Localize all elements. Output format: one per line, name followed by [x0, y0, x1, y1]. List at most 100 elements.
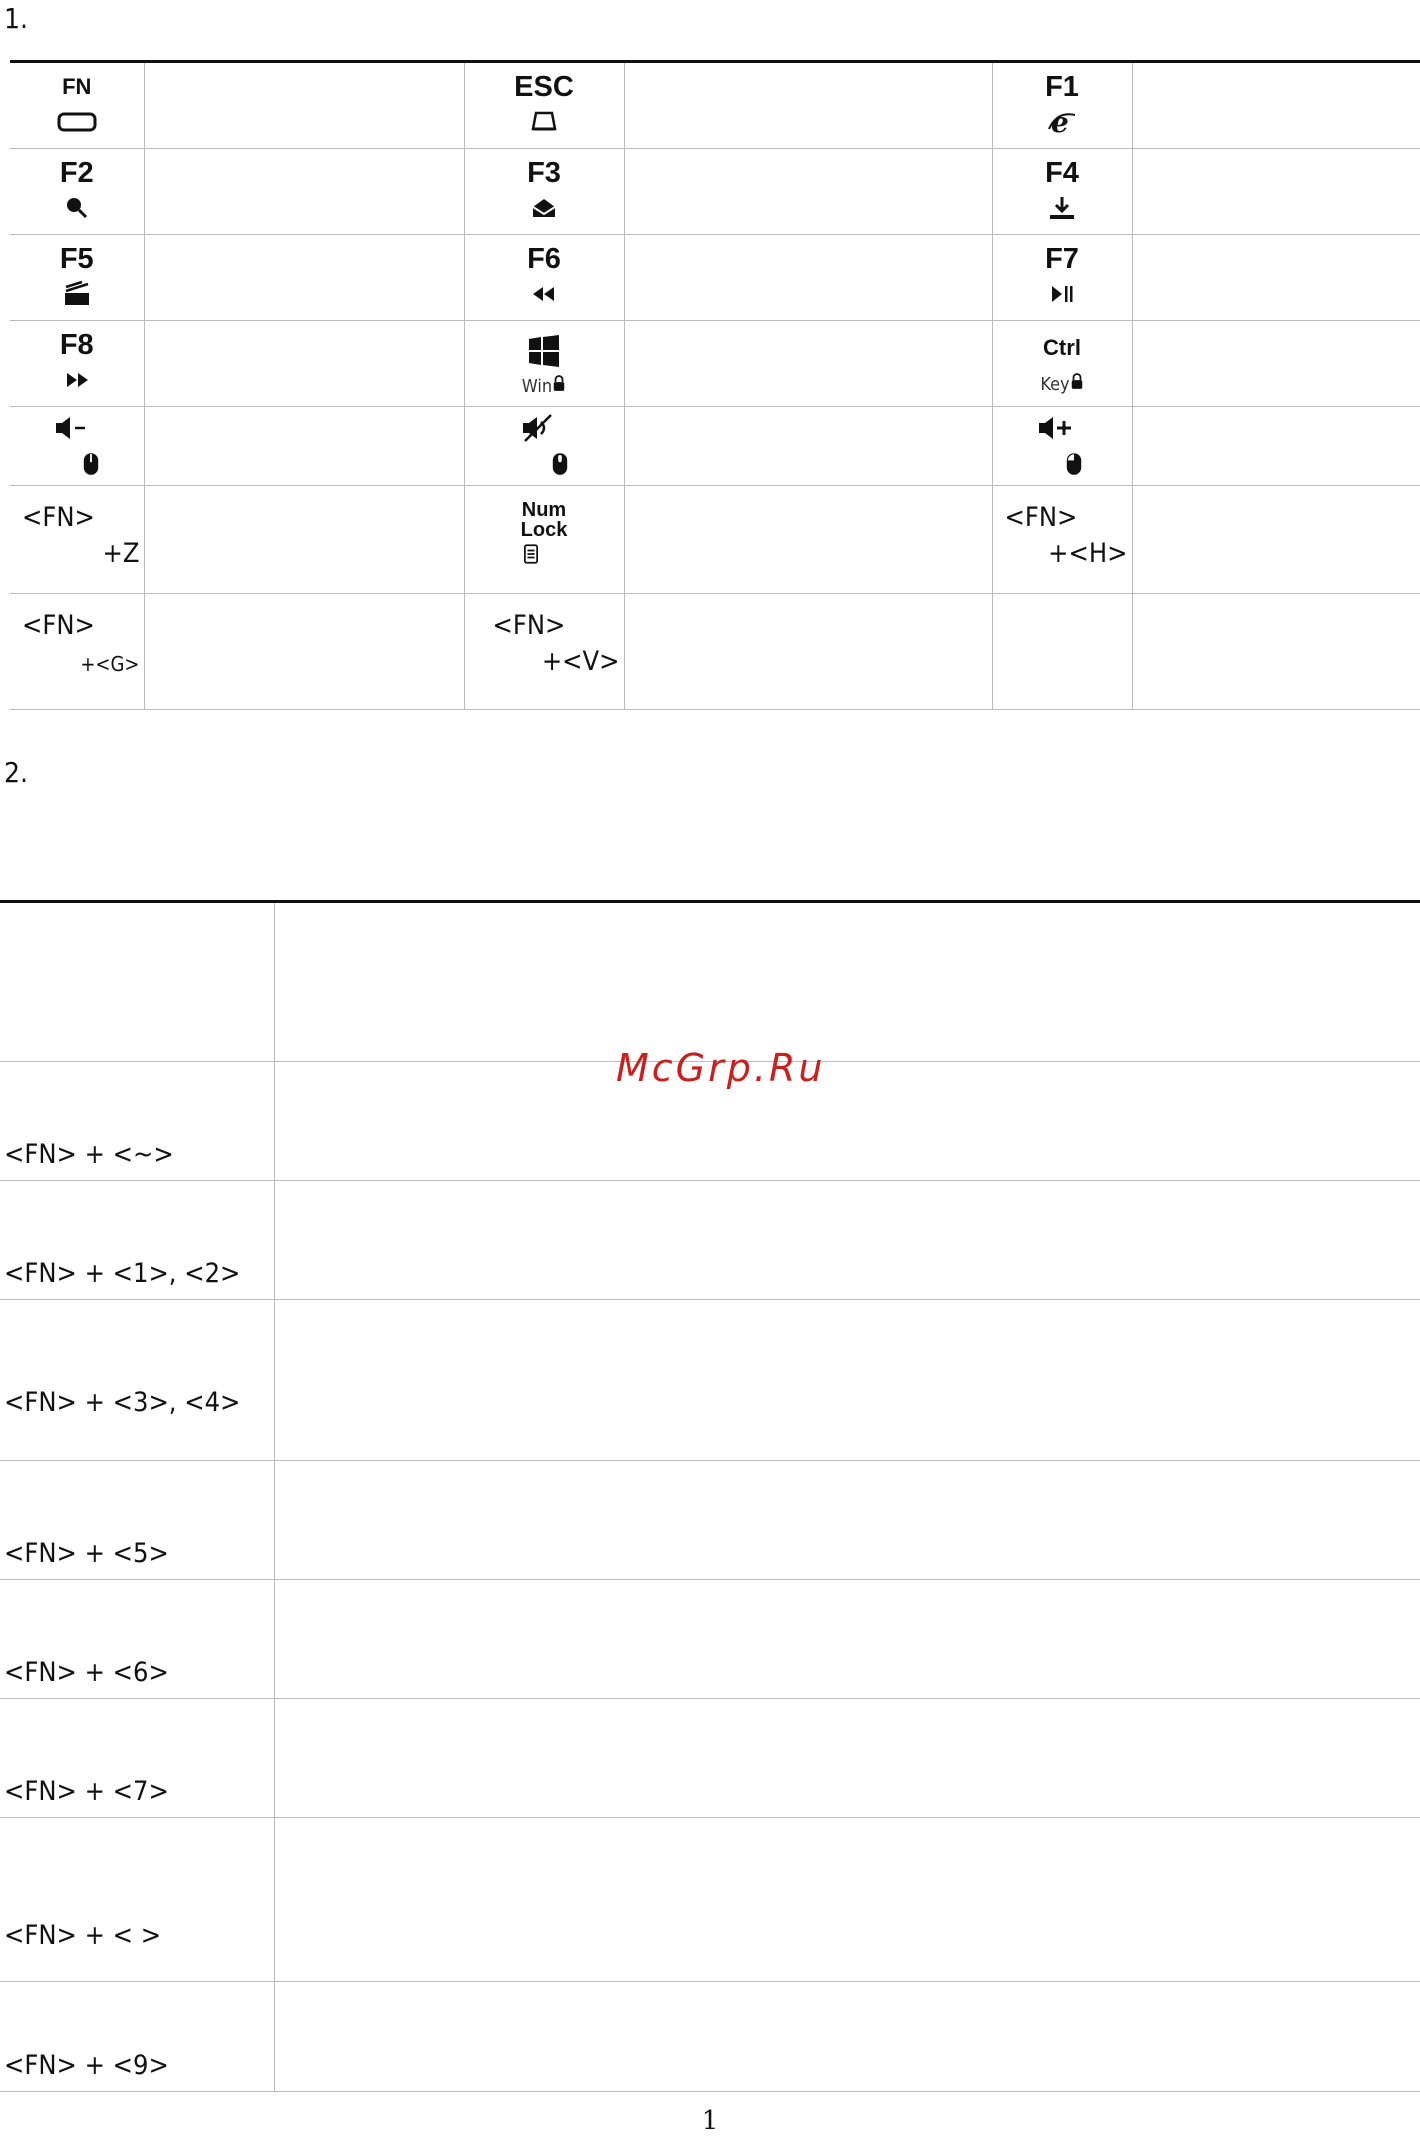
table-row: FN ESC F1 e: [10, 61, 1420, 149]
download-icon: [993, 193, 1132, 227]
windows-icon: [465, 334, 624, 374]
description-cell: [144, 593, 465, 710]
g-combo-label: +<G>: [80, 652, 140, 676]
description-cell: [144, 406, 465, 486]
f7-label: F7: [1045, 242, 1079, 275]
key-cell: [464, 406, 625, 486]
mouse-icon: [83, 453, 99, 475]
key-lock-label: Key: [1040, 374, 1070, 395]
fn-label: FN: [62, 73, 92, 99]
key-cell: F5: [10, 234, 145, 321]
description-cell: [1132, 148, 1420, 235]
table-row: <FN> + <9>: [0, 1981, 1420, 2092]
volume-up-icon: [1038, 417, 1071, 439]
mail-icon: [465, 193, 624, 227]
mouse-icon: [552, 453, 567, 475]
f8-label: F8: [59, 328, 94, 361]
mouse-icon: [1066, 453, 1081, 475]
v-combo-label: +<V>: [541, 646, 620, 677]
table-row: [10, 406, 1420, 486]
key-cell: [992, 406, 1133, 486]
fn-combo-label: <FN>: [22, 610, 95, 641]
table-row: <FN> + <~>: [0, 1061, 1420, 1181]
description-cell: [624, 593, 993, 710]
description-cell: [1132, 61, 1420, 149]
combo-cell: <FN> + <~>: [0, 1061, 275, 1181]
num-label: Num: [521, 499, 567, 521]
f4-label: F4: [1045, 156, 1079, 189]
volume-down-icon: [56, 417, 85, 439]
key-cell: F6: [464, 234, 625, 321]
key-cell: [992, 593, 1133, 710]
table-row: <FN> + < >: [0, 1817, 1420, 1982]
drive-icon: [465, 107, 624, 141]
combo-cell: <FN> + < >: [0, 1817, 275, 1982]
esc-label: ESC: [514, 70, 574, 103]
hotkey-table: FN ESC F1 e F2 F3 F4: [10, 60, 1420, 710]
key-cell: Win: [464, 320, 625, 407]
f3-label: F3: [527, 156, 561, 189]
combo-cell: <FN> + <6>: [0, 1579, 275, 1699]
fn-combo-label: <FN>: [22, 502, 95, 533]
music-icon: [10, 279, 144, 313]
ie-icon: e: [993, 106, 1132, 141]
f5-label: F5: [59, 242, 94, 275]
description-cell: [1132, 406, 1420, 486]
table-row: <FN> + <3>, <4>: [0, 1299, 1420, 1461]
combo-cell: <FN> + <9>: [0, 1981, 275, 2092]
f1-label: F1: [1045, 70, 1079, 103]
key-cell: F7: [992, 234, 1133, 321]
table-row: <FN> + <6>: [0, 1579, 1420, 1699]
description-cell: [274, 1460, 1420, 1580]
h-combo-label: +<H>: [1048, 538, 1128, 569]
description-cell: [274, 1180, 1420, 1300]
f2-label: F2: [59, 156, 94, 189]
key-cell: F4: [992, 148, 1133, 235]
key-cell: <FN> +Z: [10, 485, 145, 594]
watermark: McGrp.Ru: [616, 1046, 826, 1090]
description-cell: [144, 61, 465, 149]
rewind-icon: [465, 279, 624, 313]
key-cell: F2: [10, 148, 145, 235]
calculator-icon: [524, 544, 538, 564]
description-cell: [624, 148, 993, 235]
description-cell: [274, 1981, 1420, 2092]
description-cell: [624, 485, 993, 594]
description-cell: [274, 1698, 1420, 1818]
description-cell: [624, 320, 993, 407]
combo-cell: <FN> + <5>: [0, 1460, 275, 1580]
section-1-number: 1.: [4, 2, 29, 35]
page-number: 1: [701, 2106, 719, 2136]
table-row: F2 F3 F4: [10, 148, 1420, 235]
f6-label: F6: [527, 242, 561, 275]
description-cell: [274, 1299, 1420, 1461]
description-cell: [274, 901, 1420, 1062]
key-cell: ESC: [464, 61, 625, 149]
key-cell: F8: [10, 320, 145, 407]
combo-cell: <FN> + <7>: [0, 1698, 275, 1818]
key-cell: FN: [10, 61, 145, 149]
mute-icon: [522, 414, 552, 442]
forward-icon: [10, 365, 144, 399]
play-pause-icon: [993, 279, 1132, 313]
description-cell: [144, 485, 465, 594]
description-cell: [274, 1579, 1420, 1699]
shortcut-table: <FN> + <~> <FN> + <1>, <2> <FN> + <3>, <…: [0, 900, 1420, 2092]
combo-cell: [0, 901, 275, 1062]
key-cell: <FN> +<V>: [464, 593, 625, 710]
search-icon: [10, 193, 144, 227]
key-cell: [10, 406, 145, 486]
fn-combo-label: <FN>: [492, 610, 566, 641]
description-cell: [144, 234, 465, 321]
fn-key-icon: [10, 107, 144, 141]
description-cell: [1132, 234, 1420, 321]
table-row: F8 Win Ctrl Key: [10, 320, 1420, 407]
description-cell: [274, 1061, 1420, 1181]
combo-cell: <FN> + <1>, <2>: [0, 1180, 275, 1300]
table-row: <FN> + <7>: [0, 1698, 1420, 1818]
lock-icon: [553, 375, 565, 391]
table-row: <FN> + <5>: [0, 1460, 1420, 1580]
key-cell: <FN> +<H>: [992, 485, 1133, 594]
section-2-number: 2.: [4, 756, 29, 789]
table-row: [0, 901, 1420, 1062]
